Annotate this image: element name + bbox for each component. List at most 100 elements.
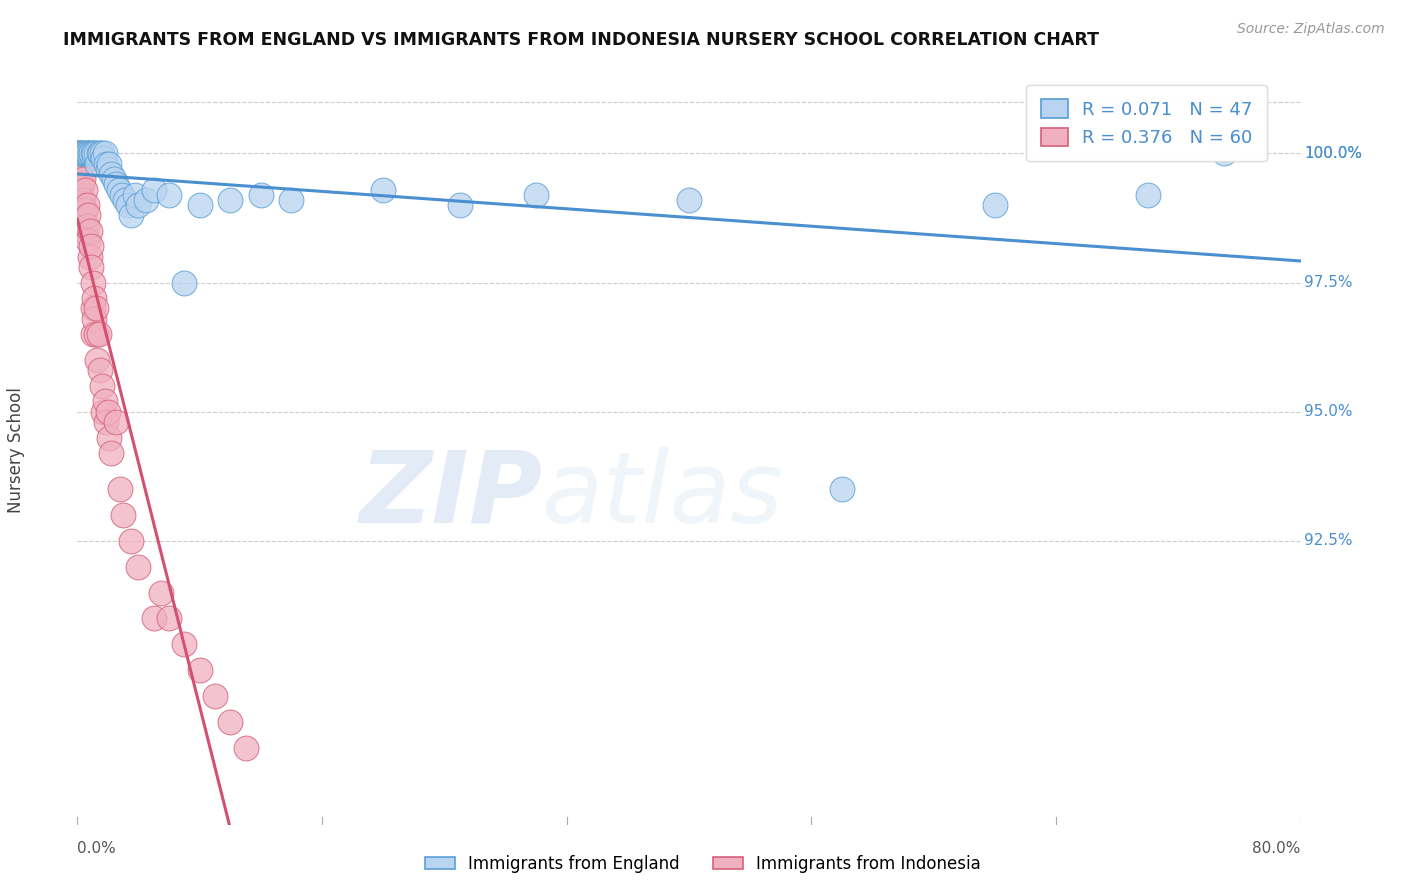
Point: [1136, 187, 1159, 202]
Point: [127, 198, 149, 212]
Point: [67, 156, 90, 170]
Point: [67, 161, 90, 176]
Point: [73, 224, 96, 238]
Point: [204, 689, 226, 703]
Point: [98, 156, 121, 170]
Point: [97, 405, 120, 419]
Point: [69, 146, 91, 161]
Point: [79, 146, 101, 161]
Point: [70, 198, 93, 212]
Point: [114, 193, 136, 207]
Point: [173, 276, 195, 290]
Point: [67, 208, 90, 222]
Point: [73, 146, 96, 161]
Point: [83, 146, 105, 161]
Point: [77, 234, 100, 248]
Point: [72, 172, 94, 186]
Point: [984, 198, 1007, 212]
Point: [89, 146, 111, 161]
Point: [69, 203, 91, 218]
Point: [84, 146, 107, 161]
Point: [111, 187, 134, 202]
Point: [120, 208, 142, 222]
Point: [524, 187, 547, 202]
Point: [83, 291, 105, 305]
Point: [72, 193, 94, 207]
Text: Nursery School: Nursery School: [7, 387, 25, 514]
Text: ZIP: ZIP: [359, 447, 543, 544]
Point: [449, 198, 471, 212]
Point: [82, 301, 104, 316]
Point: [77, 146, 100, 161]
Point: [103, 172, 125, 186]
Point: [94, 146, 117, 161]
Point: [82, 276, 104, 290]
Text: 92.5%: 92.5%: [1305, 533, 1353, 549]
Point: [104, 415, 127, 429]
Point: [120, 533, 142, 548]
Point: [157, 611, 180, 625]
Point: [69, 187, 91, 202]
Point: [135, 193, 157, 207]
Point: [70, 156, 93, 170]
Point: [89, 363, 111, 377]
Point: [79, 224, 101, 238]
Point: [73, 203, 96, 218]
Point: [77, 208, 100, 222]
Point: [100, 167, 122, 181]
Text: IMMIGRANTS FROM ENGLAND VS IMMIGRANTS FROM INDONESIA NURSERY SCHOOL CORRELATION : IMMIGRANTS FROM ENGLAND VS IMMIGRANTS FR…: [63, 31, 1099, 49]
Point: [76, 146, 98, 161]
Point: [80, 239, 103, 253]
Point: [70, 146, 93, 161]
Point: [100, 446, 122, 460]
Point: [80, 146, 103, 161]
Point: [188, 663, 211, 677]
Text: 95.0%: 95.0%: [1305, 404, 1353, 419]
Point: [72, 213, 94, 227]
Point: [76, 198, 98, 212]
Point: [96, 415, 118, 429]
Point: [70, 178, 93, 192]
Point: [235, 740, 257, 755]
Point: [98, 431, 121, 445]
Point: [70, 224, 93, 238]
Point: [117, 198, 139, 212]
Point: [86, 156, 108, 170]
Legend: R = 0.071   N = 47, R = 0.376   N = 60: R = 0.071 N = 47, R = 0.376 N = 60: [1026, 85, 1267, 161]
Point: [83, 311, 105, 326]
Point: [142, 611, 165, 625]
Text: 0.0%: 0.0%: [77, 840, 117, 855]
Point: [82, 146, 104, 161]
Point: [73, 182, 96, 196]
Text: Source: ZipAtlas.com: Source: ZipAtlas.com: [1237, 22, 1385, 37]
Point: [108, 482, 131, 496]
Legend: Immigrants from England, Immigrants from Indonesia: Immigrants from England, Immigrants from…: [418, 848, 988, 880]
Point: [104, 178, 127, 192]
Point: [69, 146, 91, 161]
Point: [87, 327, 110, 342]
Text: 97.5%: 97.5%: [1305, 275, 1353, 290]
Point: [79, 250, 101, 264]
Point: [219, 714, 242, 729]
Point: [91, 405, 114, 419]
Point: [67, 146, 90, 161]
Point: [124, 187, 146, 202]
Text: 100.0%: 100.0%: [1305, 145, 1362, 161]
Point: [1213, 146, 1236, 161]
Point: [80, 260, 103, 274]
Point: [82, 327, 104, 342]
Point: [107, 182, 129, 196]
Point: [76, 219, 98, 233]
Point: [142, 182, 165, 196]
Point: [84, 327, 107, 342]
Point: [96, 156, 118, 170]
Text: 100.0%: 100.0%: [1305, 145, 1362, 161]
Point: [94, 394, 117, 409]
Point: [67, 198, 90, 212]
Point: [69, 167, 91, 181]
Point: [67, 146, 90, 161]
Point: [90, 146, 112, 161]
Point: [72, 146, 94, 161]
Point: [112, 508, 135, 522]
Point: [173, 637, 195, 651]
